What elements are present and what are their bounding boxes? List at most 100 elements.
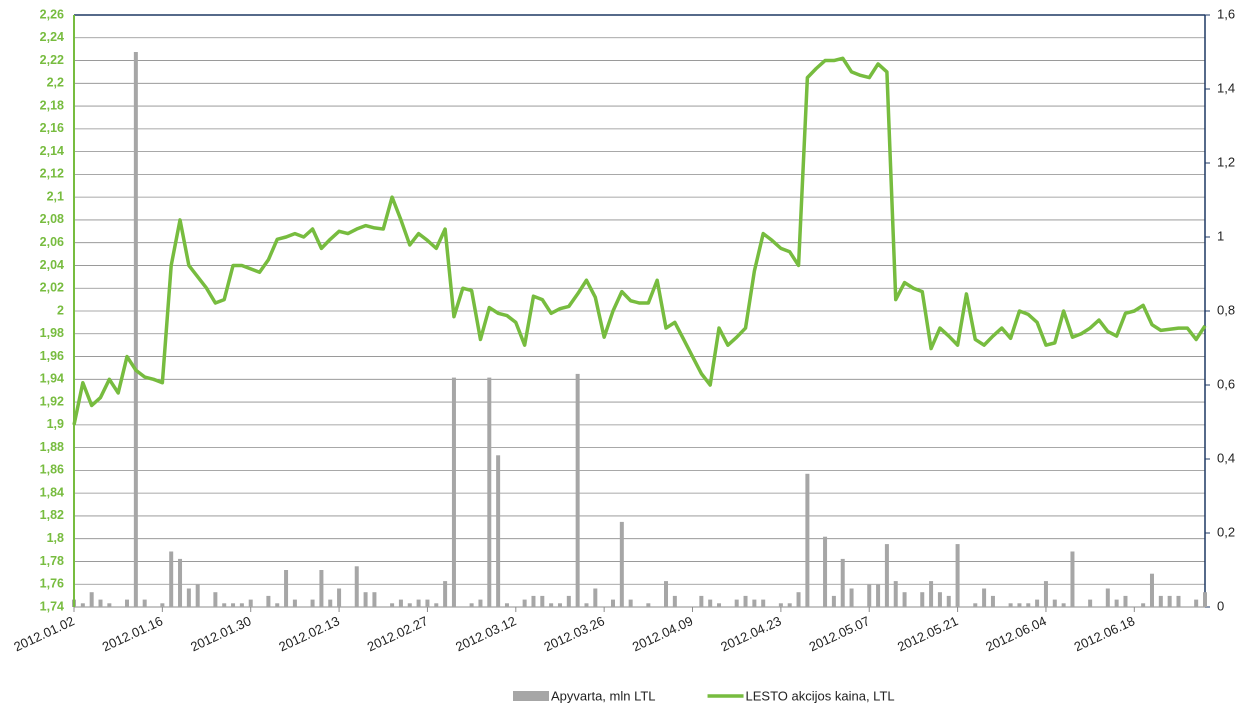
bar [778, 603, 783, 607]
bar [390, 603, 395, 607]
bar [239, 603, 244, 607]
bar [1052, 599, 1057, 607]
bar [1167, 595, 1172, 607]
bar [160, 603, 165, 607]
y-tick-label: 1,94 [40, 372, 64, 386]
bar [699, 595, 704, 607]
bar [89, 592, 94, 607]
x-tick-label: 2012.06.04 [983, 613, 1048, 654]
bar [761, 599, 766, 607]
y-tick-label: 1,92 [40, 394, 64, 408]
y-tick-label: 2,08 [40, 212, 64, 226]
legend-label: LESTO akcijos kaina, LTL [746, 688, 895, 703]
bar [575, 373, 580, 607]
bar [407, 603, 412, 607]
bar [990, 595, 995, 607]
y2-tick-label: 1 [1217, 228, 1224, 243]
y-tick-label: 2,16 [40, 121, 64, 135]
bar [284, 570, 289, 607]
bar [213, 592, 218, 607]
y2-tick-label: 0 [1217, 598, 1224, 613]
y2-tick-label: 1,4 [1217, 80, 1235, 95]
bar [363, 592, 368, 607]
bar [1194, 599, 1199, 607]
bar [1158, 595, 1163, 607]
bar [1149, 573, 1154, 607]
bar [80, 603, 85, 607]
bar [566, 595, 571, 607]
legend-label: Apyvarta, mln LTL [551, 688, 656, 703]
bar [805, 473, 810, 607]
bar [1061, 603, 1066, 607]
bar [1123, 595, 1128, 607]
bar [593, 588, 598, 607]
bar [664, 581, 669, 607]
y-tick-label: 2,26 [40, 7, 64, 21]
bar [646, 603, 651, 607]
y2-tick-label: 0,4 [1217, 450, 1235, 465]
y-tick-label: 1,9 [47, 417, 64, 431]
bar [496, 455, 501, 607]
bar [946, 595, 951, 607]
bar [840, 558, 845, 607]
bar [1035, 599, 1040, 607]
bar [610, 599, 615, 607]
x-tick-label: 2012.03.12 [453, 613, 518, 654]
x-tick-label: 2012.01.16 [100, 613, 165, 654]
y-tick-label: 1,96 [40, 349, 64, 363]
bar [522, 599, 527, 607]
bar [982, 588, 987, 607]
bar [884, 544, 889, 607]
bar [1043, 581, 1048, 607]
bar [169, 551, 174, 607]
bar [425, 599, 430, 607]
bar [531, 595, 536, 607]
bar [973, 603, 978, 607]
bar [434, 603, 439, 607]
x-tick-label: 2012.05.07 [807, 613, 872, 654]
bar [1088, 599, 1093, 607]
bar [628, 599, 633, 607]
bar [487, 377, 492, 607]
bar [937, 592, 942, 607]
bar [337, 588, 342, 607]
y-tick-label: 2,06 [40, 235, 64, 249]
bar [1176, 595, 1181, 607]
bar [107, 603, 112, 607]
y-tick-label: 2,2 [47, 76, 64, 90]
bar [372, 592, 377, 607]
legend-swatch [513, 691, 549, 701]
bar [443, 581, 448, 607]
bar [1008, 603, 1013, 607]
x-tick-label: 2012.05.21 [895, 613, 960, 654]
bar [186, 588, 191, 607]
bar [557, 603, 562, 607]
y-tick-label: 2,22 [40, 53, 64, 67]
y-tick-label: 1,86 [40, 463, 64, 477]
bar [823, 536, 828, 607]
bar [275, 603, 280, 607]
bar [133, 52, 138, 607]
bar [231, 603, 236, 607]
bar [796, 592, 801, 607]
bar [266, 595, 271, 607]
bar [328, 599, 333, 607]
y-tick-label: 1,76 [40, 577, 64, 591]
bar [178, 558, 183, 607]
bar [478, 599, 483, 607]
x-tick-label: 2012.02.13 [276, 613, 341, 654]
bar [867, 584, 872, 607]
y2-tick-label: 1,6 [1217, 6, 1235, 21]
bar [504, 603, 509, 607]
y-tick-label: 1,98 [40, 326, 64, 340]
y-tick-label: 2 [57, 303, 64, 317]
y2-tick-label: 0,6 [1217, 376, 1235, 391]
y2-tick-label: 0,2 [1217, 524, 1235, 539]
bar [125, 599, 130, 607]
y-tick-label: 2,14 [40, 144, 64, 158]
bar [398, 599, 403, 607]
y-tick-label: 1,82 [40, 508, 64, 522]
y-tick-label: 2,02 [40, 281, 64, 295]
bar [849, 588, 854, 607]
